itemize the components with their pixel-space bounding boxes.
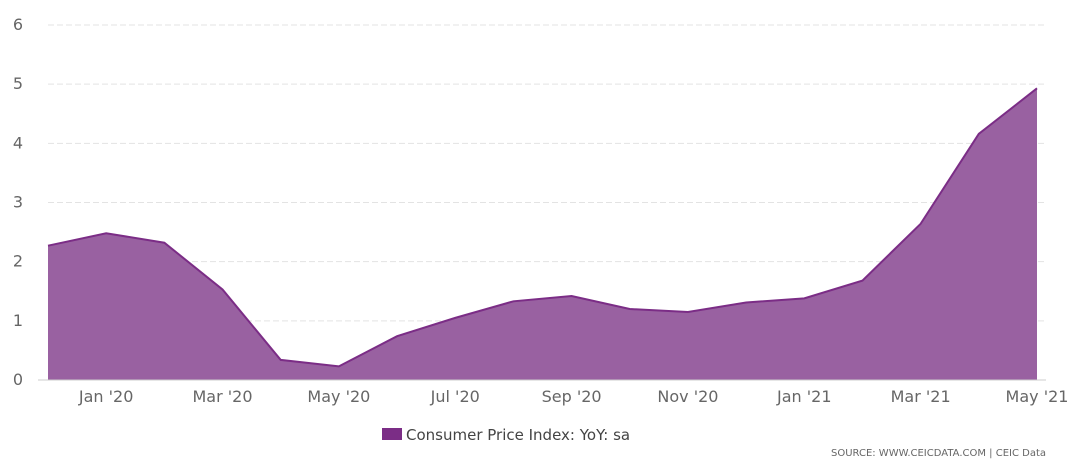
x-tick-label: May '21 [1006,387,1069,406]
x-tick-label: Mar '21 [891,387,951,406]
x-tick-label: Jan '20 [78,387,134,406]
x-tick-label: Sep '20 [542,387,602,406]
series-line [47,87,1038,368]
x-tick-label: Nov '20 [657,387,718,406]
x-axis: Jan '20 Mar '20 May '20 Jul '20 Sep '20 Nov '… [38,379,1069,406]
y-tick-label: 2 [13,252,23,271]
y-tick-label: 6 [13,15,23,34]
y-tick-label: 5 [13,74,23,93]
plot-area [47,87,1038,380]
area-fill [48,88,1037,380]
y-tick-label: 4 [13,133,23,152]
y-tick-label: 0 [13,370,23,389]
legend-swatch [382,428,402,440]
legend[interactable]: Consumer Price Index: YoY: sa [382,426,630,444]
x-tick-label: May '20 [307,387,370,406]
y-axis: 0 1 2 3 4 5 6 [13,15,23,389]
source-credit: SOURCE: WWW.CEICDATA.COM | CEIC Data [831,448,1046,459]
y-tick-label: 1 [13,311,23,330]
x-tick-label: Mar '20 [193,387,253,406]
x-tick-label: Jan '21 [776,387,832,406]
x-tick-label: Jul '20 [430,387,480,406]
legend-label: Consumer Price Index: YoY: sa [406,426,630,444]
y-tick-label: 3 [13,193,23,212]
